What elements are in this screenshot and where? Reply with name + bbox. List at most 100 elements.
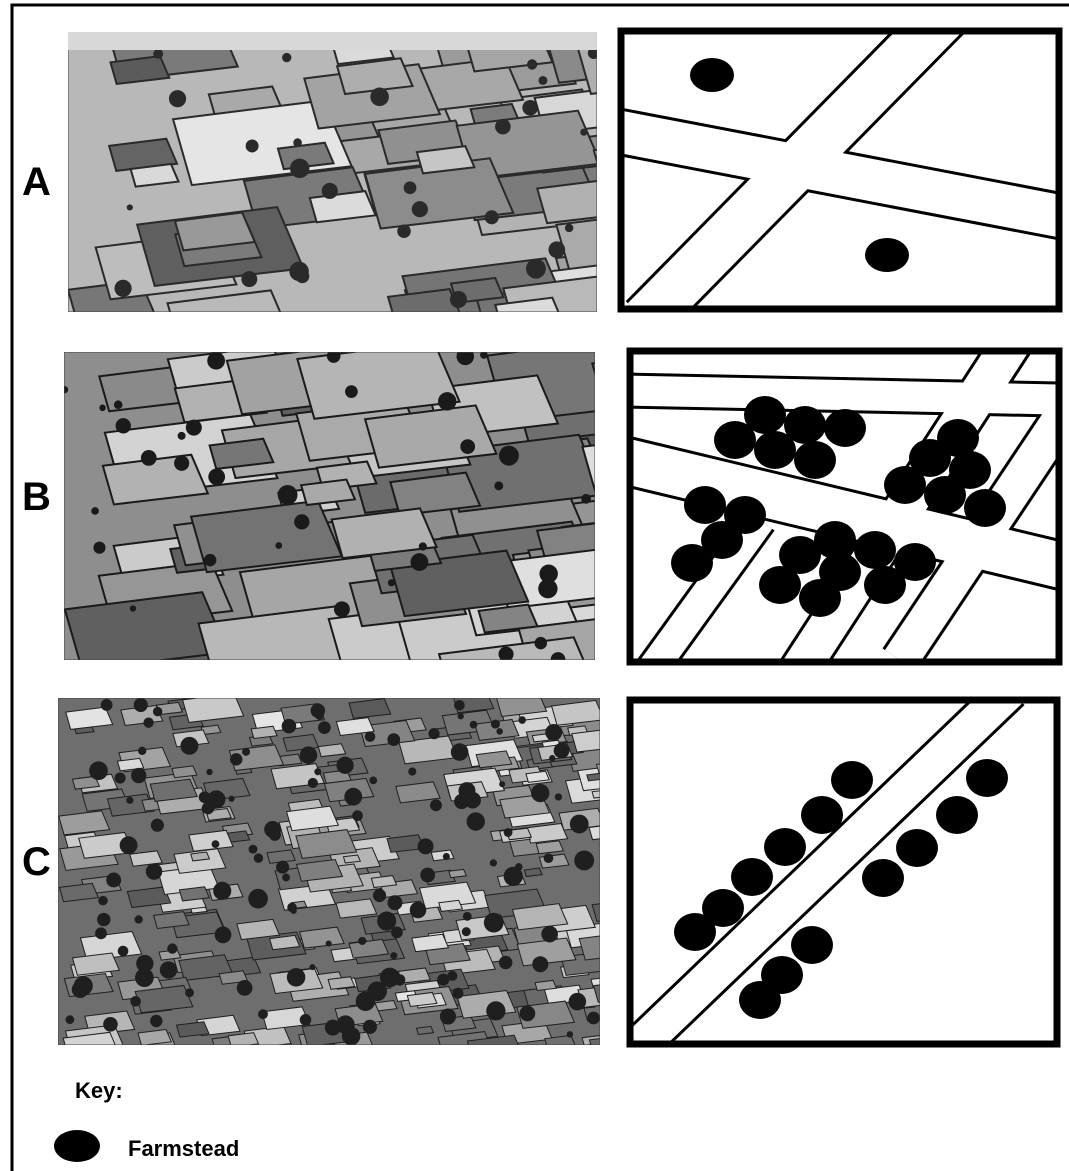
tree: [211, 840, 220, 849]
tree: [507, 872, 516, 882]
tree: [133, 698, 148, 713]
tree: [336, 1015, 355, 1034]
tree: [245, 139, 259, 153]
tree: [460, 439, 476, 454]
diagrams: [617, 27, 1063, 1048]
tree: [587, 47, 597, 59]
tree: [91, 507, 99, 515]
field: [208, 437, 275, 470]
field: [386, 288, 461, 312]
outer-border: [10, 3, 1069, 1171]
tree: [503, 828, 513, 837]
field: [348, 698, 392, 719]
tree: [391, 926, 403, 939]
tree: [548, 241, 566, 259]
farmstead: [966, 759, 1008, 797]
tree: [564, 223, 574, 233]
field: [268, 934, 301, 951]
field: [550, 699, 600, 726]
tree: [99, 404, 106, 412]
farmstead: [831, 761, 873, 799]
tree: [569, 814, 589, 834]
field: [129, 850, 163, 867]
tree: [484, 210, 499, 225]
tree: [230, 753, 243, 766]
farmstead: [702, 889, 744, 927]
farmstead: [744, 396, 786, 434]
tree: [282, 52, 292, 63]
field: [588, 825, 600, 841]
field: [555, 218, 597, 275]
tree: [100, 699, 113, 711]
field: [538, 853, 570, 869]
tree: [454, 793, 470, 810]
settlement-diagram: [626, 696, 1061, 1048]
farmstead: [824, 409, 866, 447]
tree: [276, 860, 290, 874]
field: [190, 851, 211, 862]
tree: [486, 1001, 506, 1021]
tree: [294, 514, 310, 530]
farmstead: [936, 796, 978, 834]
farmstead: [814, 521, 856, 559]
tree: [369, 776, 378, 785]
tree: [534, 636, 547, 650]
tree: [131, 767, 147, 784]
tree: [130, 996, 141, 1007]
field: [590, 362, 595, 377]
tree: [454, 699, 465, 711]
farmstead: [684, 486, 726, 524]
tree: [450, 743, 469, 761]
diagram-frame: [626, 347, 1063, 666]
tree: [522, 99, 538, 116]
farmstead: [865, 238, 909, 272]
tree: [324, 1019, 341, 1036]
row-label: A: [22, 160, 51, 204]
tree: [242, 747, 251, 756]
farmstead: [794, 441, 836, 479]
tree: [150, 818, 164, 832]
farmstead: [791, 926, 833, 964]
tree: [532, 956, 549, 973]
tree: [525, 258, 546, 279]
field: [370, 875, 398, 889]
tree: [198, 791, 211, 804]
tree: [95, 927, 107, 940]
field: [285, 805, 340, 832]
tree: [214, 926, 232, 944]
farmstead: [896, 829, 938, 867]
tree: [126, 204, 133, 211]
field: [178, 886, 211, 902]
tree: [538, 75, 548, 85]
field: [129, 162, 180, 188]
tree: [352, 810, 363, 822]
tree: [519, 1005, 536, 1022]
tree: [177, 431, 186, 440]
diagram-content: [630, 700, 1025, 1044]
field: [236, 918, 281, 941]
field: [134, 984, 194, 1014]
field: [418, 881, 477, 910]
tree: [550, 652, 566, 660]
tree: [168, 90, 187, 108]
tree: [115, 418, 131, 434]
field: [137, 1028, 173, 1045]
field: [525, 770, 551, 783]
field: [317, 743, 347, 758]
field: [276, 141, 336, 171]
field: [523, 867, 543, 878]
farmstead-symbol: [54, 1130, 100, 1162]
field: [335, 57, 415, 96]
field: [330, 507, 439, 560]
field: [261, 1006, 311, 1031]
tree: [287, 902, 297, 913]
tree: [442, 852, 450, 861]
tree: [258, 1009, 268, 1020]
farmstead: [894, 543, 936, 581]
farmstead: [909, 439, 951, 477]
field: [415, 145, 476, 175]
field: [71, 775, 101, 790]
field: [149, 778, 198, 802]
tree: [119, 836, 138, 855]
